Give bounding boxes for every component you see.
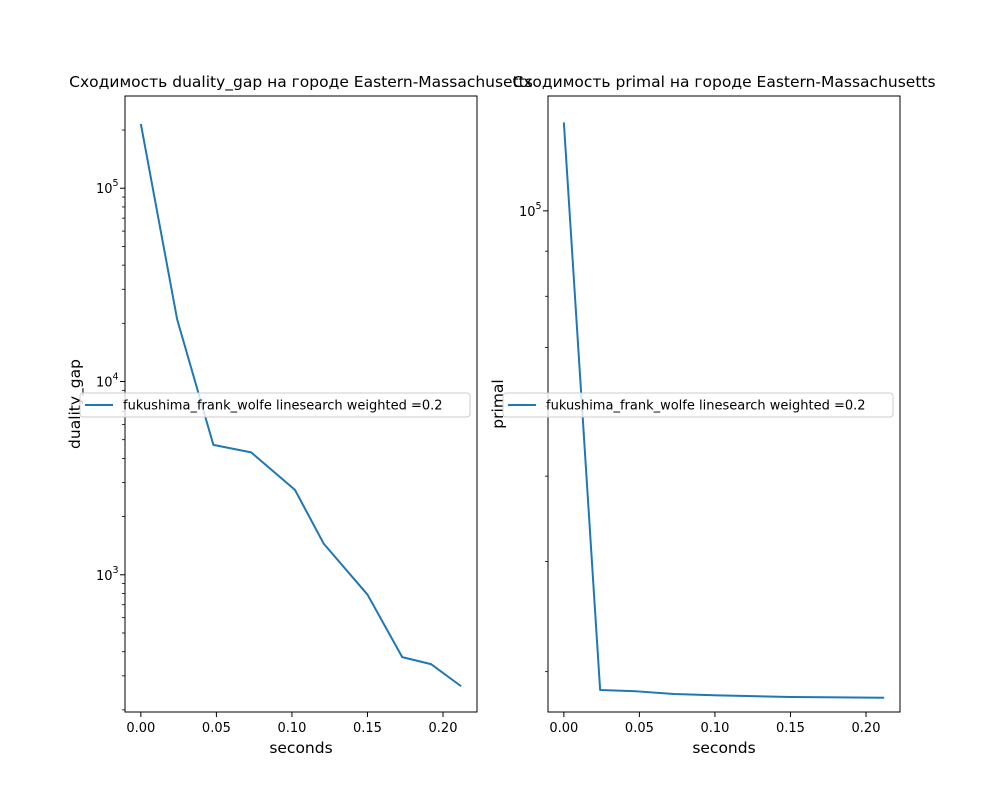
x-axis-label: seconds	[692, 739, 755, 757]
y-tick-exponent: 5	[536, 201, 542, 212]
y-tick-base: 10	[96, 569, 113, 584]
legend-label: fukushima_frank_wolfe linesearch weighte…	[123, 399, 443, 414]
legend: fukushima_frank_wolfe linesearch weighte…	[502, 392, 894, 418]
series-line	[139, 123, 462, 688]
chart-panel-2: Сходимость primal на городе Eastern-Mass…	[489, 73, 936, 757]
y-tick-label: 103	[96, 565, 119, 584]
y-axis-label: primal	[489, 379, 507, 428]
series-line	[562, 122, 885, 699]
chart-title: Сходимость primal на городе Eastern-Mass…	[512, 73, 935, 91]
legend-label: fukushima_frank_wolfe linesearch weighte…	[546, 399, 866, 414]
chart-title: Сходимость duality_gap на городе Eastern…	[69, 73, 533, 92]
x-tick-label: 0.05	[202, 721, 231, 736]
y-tick-label: 104	[96, 371, 119, 390]
y-tick-base: 10	[519, 205, 536, 220]
x-tick-label: 0.10	[700, 721, 729, 736]
y-tick-label: 105	[519, 201, 542, 220]
x-tick-label: 0.00	[549, 721, 578, 736]
x-tick-label: 0.20	[429, 721, 458, 736]
x-tick-label: 0.05	[625, 721, 654, 736]
x-tick-label: 0.20	[852, 721, 881, 736]
y-tick-base: 10	[96, 182, 113, 197]
y-axis-label: duality_gap	[66, 359, 85, 449]
y-tick-base: 10	[96, 375, 113, 390]
x-tick-label: 0.00	[126, 721, 155, 736]
legend-box	[79, 392, 471, 418]
x-tick-label: 0.10	[277, 721, 306, 736]
x-tick-label: 0.15	[353, 721, 382, 736]
y-tick-label: 105	[96, 178, 119, 197]
x-axis-label: seconds	[269, 739, 332, 757]
chart-panel-1: Сходимость duality_gap на городе Eastern…	[66, 73, 533, 757]
y-tick-exponent: 4	[113, 371, 119, 382]
y-tick-exponent: 3	[113, 565, 119, 576]
x-tick-label: 0.15	[776, 721, 805, 736]
legend: fukushima_frank_wolfe linesearch weighte…	[79, 392, 471, 418]
legend-box	[502, 392, 894, 418]
y-tick-exponent: 5	[113, 178, 119, 189]
